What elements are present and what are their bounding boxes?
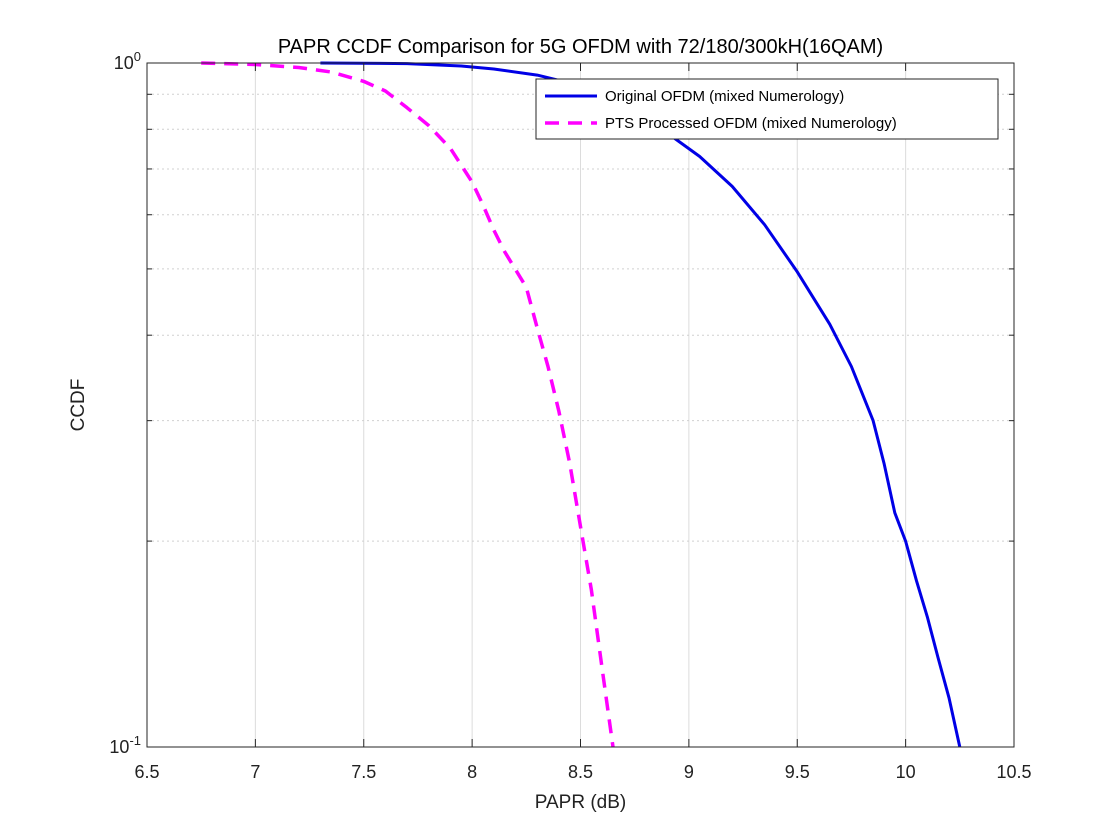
- x-tick-label: 10: [896, 762, 916, 782]
- x-tick-label: 9: [684, 762, 694, 782]
- x-axis-label: PAPR (dB): [535, 792, 627, 813]
- grid: [147, 63, 1014, 747]
- series-line-1: [320, 61, 962, 748]
- x-tick-label: 9.5: [785, 762, 810, 782]
- series-line-2: [201, 61, 615, 748]
- axis-ticks: 6.5 7 7.5 8 8.5 9 9.5 10 10.5 100 10-1: [109, 49, 1031, 782]
- y-axis-label: CCDF: [68, 379, 89, 432]
- y-tick-label: 100: [114, 49, 141, 73]
- legend-entry-2: PTS Processed OFDM (mixed Numerology): [605, 115, 897, 132]
- chart-title: PAPR CCDF Comparison for 5G OFDM with 72…: [278, 36, 883, 58]
- x-tick-label: 6.5: [134, 762, 159, 782]
- x-tick-label: 8: [467, 762, 477, 782]
- y-tick-label: 10-1: [109, 733, 141, 757]
- x-tick-label: 8.5: [568, 762, 593, 782]
- legend-box: [535, 78, 999, 140]
- plot-series: [201, 61, 962, 748]
- x-tick-label: 7: [250, 762, 260, 782]
- x-tick-label: 10.5: [996, 762, 1031, 782]
- legend: Original OFDM (mixed Numerology) PTS Proc…: [535, 78, 999, 140]
- x-tick-label: 7.5: [351, 762, 376, 782]
- legend-entry-1: Original OFDM (mixed Numerology): [605, 88, 844, 105]
